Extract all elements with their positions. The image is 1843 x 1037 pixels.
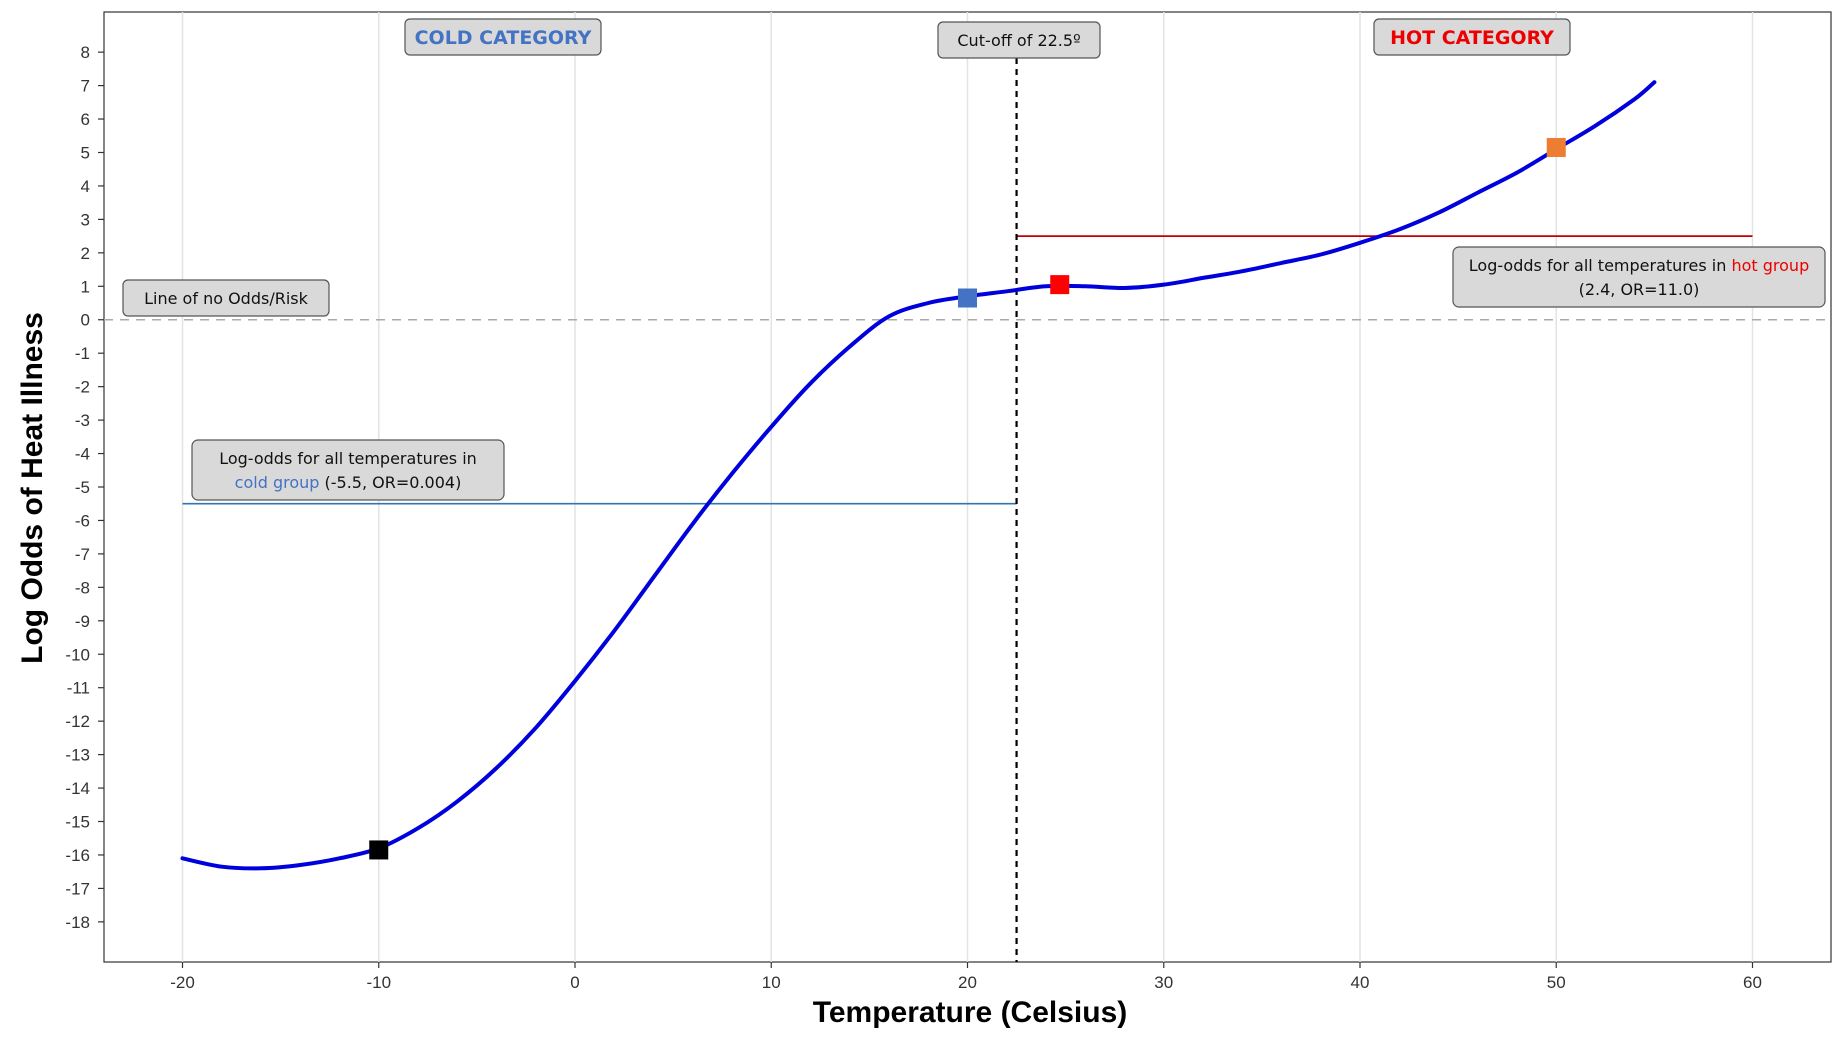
x-tick-label: 0 [570, 973, 579, 992]
y-tick-label: 7 [81, 77, 90, 96]
hot-annotation-line1: Log-odds for all temperatures in hot gro… [1469, 256, 1809, 275]
curve-markers [369, 137, 1566, 860]
y-tick-label: 6 [81, 110, 90, 129]
y-tick-label: -13 [65, 746, 90, 765]
hot-annotation-prefix: Log-odds for all temperatures in [1469, 256, 1732, 275]
x-tick-label: 40 [1351, 973, 1370, 992]
y-tick-label: -3 [75, 411, 90, 430]
y-tick-label: 0 [81, 311, 90, 330]
y-axis-title: Log Odds of Heat Illness [16, 312, 49, 664]
y-tick-label: 5 [81, 143, 90, 162]
y-tick-label: -14 [65, 779, 90, 798]
y-tick-label: 8 [81, 43, 90, 62]
cold-annotation-line2: cold group (-5.5, OR=0.004) [235, 473, 462, 492]
cutoff-label-box: Cut-off of 22.5º [937, 21, 1101, 59]
cold-annotation-line1: Log-odds for all temperatures in [219, 449, 477, 468]
y-tick-label: -16 [65, 846, 90, 865]
hot-annotation-line2: (2.4, OR=11.0) [1579, 280, 1700, 299]
x-tick-label: -10 [366, 973, 391, 992]
cold-category-label: COLD CATEGORY [415, 27, 592, 49]
hot-category-label: HOT CATEGORY [1390, 27, 1554, 49]
x-tick-label: 20 [958, 973, 977, 992]
curve-marker [958, 288, 977, 308]
y-axis-ticks: 8 7 6 5 4 3 2 1 0 -1 -2 -3 -4 -5 -6 -7 -8 -9 -10 -11 -12 -13 -… [65, 43, 104, 932]
cutoff-label: Cut-off of 22.5º [957, 31, 1080, 50]
cold-group-word: cold group [235, 473, 320, 492]
log-odds-curve [180, 80, 1657, 871]
y-tick-label: 3 [81, 210, 90, 229]
x-tick-label: -20 [170, 973, 195, 992]
curve-marker [369, 840, 389, 860]
y-tick-label: 1 [81, 277, 90, 296]
y-tick-label: -2 [75, 378, 90, 397]
y-tick-label: -5 [75, 478, 90, 497]
y-tick-label: -10 [65, 645, 90, 664]
x-tick-label: 10 [762, 973, 781, 992]
cold-category-box: COLD CATEGORY [404, 18, 602, 56]
no-risk-label-box: Line of no Odds/Risk [122, 279, 330, 317]
y-tick-label: 2 [81, 244, 90, 263]
hot-category-box: HOT CATEGORY [1373, 18, 1571, 56]
x-axis-title: Temperature (Celsius) [813, 996, 1128, 1029]
x-tick-label: 30 [1154, 973, 1173, 992]
y-tick-label: -17 [65, 879, 90, 898]
y-tick-label: -15 [65, 813, 90, 832]
curve-marker [1050, 275, 1070, 295]
y-tick-label: -8 [75, 578, 90, 597]
x-tick-label: 60 [1743, 973, 1762, 992]
no-risk-label: Line of no Odds/Risk [144, 289, 308, 308]
y-tick-label: 4 [81, 177, 90, 196]
hot-group-annotation: Log-odds for all temperatures in hot gro… [1452, 246, 1826, 308]
hot-group-word: hot group [1731, 256, 1809, 275]
cold-group-annotation: Log-odds for all temperatures in cold gr… [191, 439, 505, 501]
cold-group-values: (-5.5, OR=0.004) [319, 473, 461, 492]
y-tick-label: -7 [75, 545, 90, 564]
x-tick-label: 50 [1547, 973, 1566, 992]
y-tick-label: -1 [75, 344, 90, 363]
vertical-gridlines [181, 12, 1754, 962]
y-tick-label: -11 [67, 679, 90, 698]
curve-marker [1546, 137, 1566, 157]
y-tick-label: -6 [75, 511, 90, 530]
y-tick-label: -12 [65, 712, 90, 731]
y-tick-label: -4 [75, 445, 90, 464]
x-axis-ticks: -20 -10 0 10 20 30 40 50 60 [170, 962, 1762, 992]
y-tick-label: -9 [75, 612, 90, 631]
y-tick-label: -18 [65, 913, 90, 932]
